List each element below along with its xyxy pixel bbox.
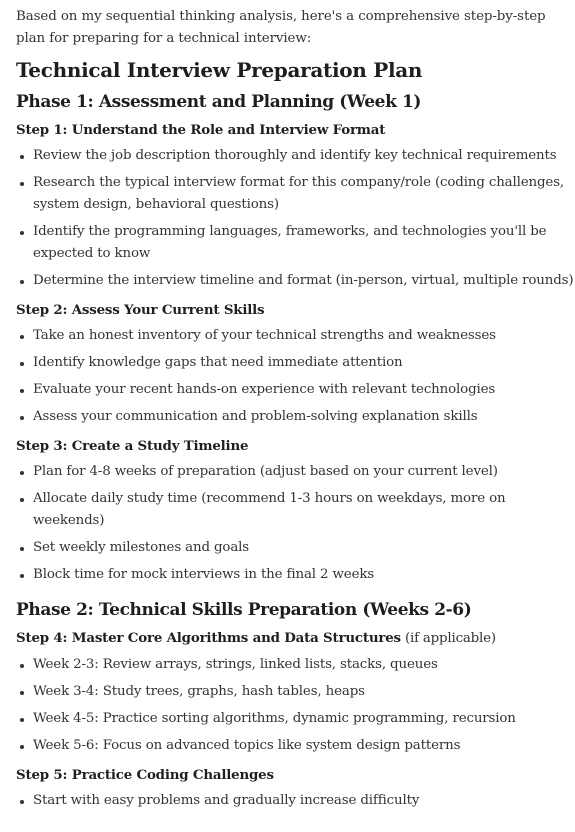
list-item-text: Week 5-6: Focus on advanced topics like … xyxy=(33,738,460,753)
list-item: Block time for mock interviews in the fi… xyxy=(16,564,574,586)
list-item: Week 5-6: Focus on advanced topics like … xyxy=(16,735,574,757)
step-heading: Step 2: Assess Your Current Skills xyxy=(16,300,574,320)
list-item-text: Evaluate your recent hands-on experience… xyxy=(33,382,495,397)
bullet-icon xyxy=(20,471,24,475)
list-item-text: Block time for mock interviews in the fi… xyxy=(33,567,374,582)
list-item-text: Start with easy problems and gradually i… xyxy=(33,793,419,808)
bullet-icon xyxy=(20,800,24,804)
phase-1-section: Phase 1: Assessment and Planning (Week 1… xyxy=(16,90,574,586)
list-item-text: Week 4-5: Practice sorting algorithms, d… xyxy=(33,711,516,726)
bullet-icon xyxy=(20,362,24,366)
bullet-icon xyxy=(20,547,24,551)
list-item-text: Review the job description thoroughly an… xyxy=(33,148,557,163)
step-title: Step 2: Assess Your Current Skills xyxy=(16,302,264,318)
step-list: Week 2-3: Review arrays, strings, linked… xyxy=(16,654,574,757)
list-item-text: Determine the interview timeline and for… xyxy=(33,273,573,288)
list-item: Identify the programming languages, fram… xyxy=(16,221,574,265)
step-list: Start with easy problems and gradually i… xyxy=(16,790,574,812)
document-body: Based on my sequential thinking analysis… xyxy=(16,6,574,820)
step-heading: Step 3: Create a Study Timeline xyxy=(16,436,574,456)
list-item-text: Set weekly milestones and goals xyxy=(33,540,249,555)
step-title: Step 1: Understand the Role and Intervie… xyxy=(16,122,385,138)
list-item: Plan for 4-8 weeks of preparation (adjus… xyxy=(16,461,574,483)
intro-paragraph: Based on my sequential thinking analysis… xyxy=(16,6,574,50)
phase-heading: Phase 1: Assessment and Planning (Week 1… xyxy=(16,90,574,114)
step-list: Plan for 4-8 weeks of preparation (adjus… xyxy=(16,461,574,586)
list-item-text: Identify the programming languages, fram… xyxy=(33,224,546,261)
step-note: (if applicable) xyxy=(401,631,496,646)
list-item: Set weekly milestones and goals xyxy=(16,537,574,559)
list-item-text: Week 2-3: Review arrays, strings, linked… xyxy=(33,657,438,672)
list-item: Identify knowledge gaps that need immedi… xyxy=(16,352,574,374)
list-item-text: Allocate daily study time (recommend 1-3… xyxy=(33,491,506,528)
step-heading: Step 5: Practice Coding Challenges xyxy=(16,765,574,785)
list-item-text: Identify knowledge gaps that need immedi… xyxy=(33,355,403,370)
list-item: Determine the interview timeline and for… xyxy=(16,270,574,292)
phase-2-section: Phase 2: Technical Skills Preparation (W… xyxy=(16,598,574,812)
list-item: Assess your communication and problem-so… xyxy=(16,406,574,428)
bullet-icon xyxy=(20,664,24,668)
bullet-icon xyxy=(20,718,24,722)
list-item: Take an honest inventory of your technic… xyxy=(16,325,574,347)
step-title: Step 5: Practice Coding Challenges xyxy=(16,767,274,783)
bullet-icon xyxy=(20,574,24,578)
step-title: Step 3: Create a Study Timeline xyxy=(16,438,248,454)
list-item: Evaluate your recent hands-on experience… xyxy=(16,379,574,401)
phase-heading: Phase 2: Technical Skills Preparation (W… xyxy=(16,598,574,622)
step-title: Step 4: Master Core Algorithms and Data … xyxy=(16,630,401,646)
step-heading: Step 1: Understand the Role and Intervie… xyxy=(16,120,574,140)
list-item: Week 3-4: Study trees, graphs, hash tabl… xyxy=(16,681,574,703)
list-item-text: Plan for 4-8 weeks of preparation (adjus… xyxy=(33,464,498,479)
bullet-icon xyxy=(20,182,24,186)
list-item-text: Research the typical interview format fo… xyxy=(33,175,564,212)
list-item: Start with easy problems and gradually i… xyxy=(16,790,574,812)
list-item: Allocate daily study time (recommend 1-3… xyxy=(16,488,574,532)
list-item-text: Take an honest inventory of your technic… xyxy=(33,328,496,343)
list-item: Week 4-5: Practice sorting algorithms, d… xyxy=(16,708,574,730)
step-heading: Step 4: Master Core Algorithms and Data … xyxy=(16,628,574,649)
bullet-icon xyxy=(20,498,24,502)
bullet-icon xyxy=(20,745,24,749)
list-item-text: Assess your communication and problem-so… xyxy=(33,409,477,424)
bullet-icon xyxy=(20,416,24,420)
page-title: Technical Interview Preparation Plan xyxy=(16,56,574,84)
list-item: Review the job description thoroughly an… xyxy=(16,145,574,167)
bullet-icon xyxy=(20,389,24,393)
bullet-icon xyxy=(20,335,24,339)
list-item-text: Week 3-4: Study trees, graphs, hash tabl… xyxy=(33,684,365,699)
step-list: Take an honest inventory of your technic… xyxy=(16,325,574,428)
bullet-icon xyxy=(20,155,24,159)
list-item: Week 2-3: Review arrays, strings, linked… xyxy=(16,654,574,676)
list-item: Research the typical interview format fo… xyxy=(16,172,574,216)
bullet-icon xyxy=(20,231,24,235)
bullet-icon xyxy=(20,691,24,695)
bullet-icon xyxy=(20,280,24,284)
step-list: Review the job description thoroughly an… xyxy=(16,145,574,292)
